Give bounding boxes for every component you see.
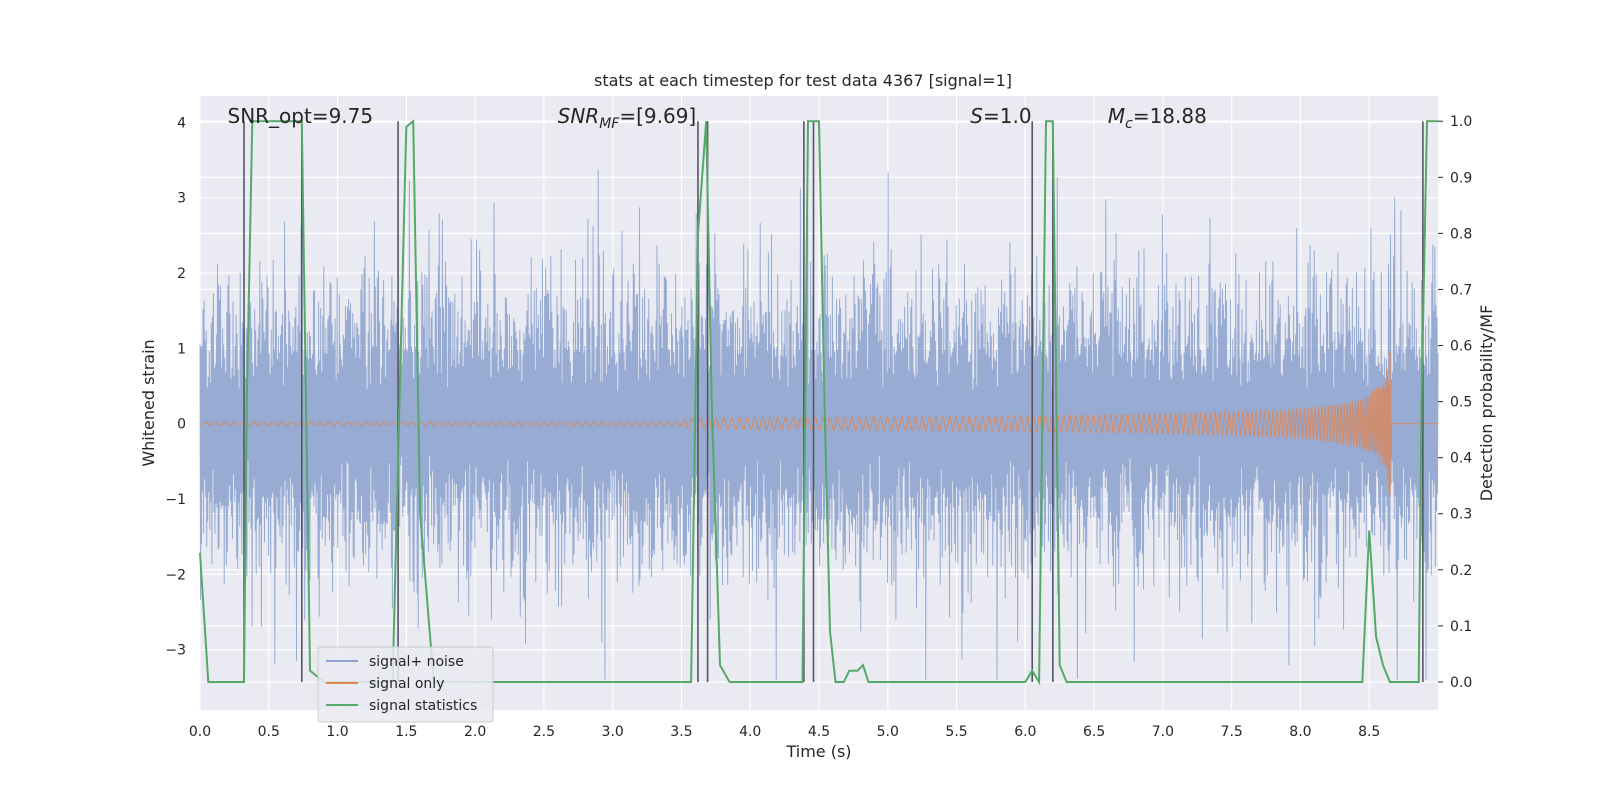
series-line-noise bbox=[199, 169, 1439, 680]
signal-only-series bbox=[199, 352, 1438, 497]
x-axis-label: Time (s) bbox=[785, 742, 851, 761]
signal-statistics-series bbox=[199, 119, 1438, 686]
annotation-4: Mc=18.88 bbox=[1108, 104, 1207, 132]
y-tick-label: −1 bbox=[165, 492, 186, 508]
y-right-tick-label: 0.4 bbox=[1450, 451, 1472, 467]
legend-label-stats: signal statistics bbox=[369, 698, 477, 714]
y-right-tick-label: 0.9 bbox=[1450, 170, 1472, 186]
legend-label-signal: signal only bbox=[369, 676, 444, 692]
tick-labels: 0.0 0.5 1.0 1.5 2.0 2.5 3.0 3.5 4.0 4.5 5.0 5.5 6.0 6… bbox=[165, 114, 1472, 740]
y-right-tick-label: 0.7 bbox=[1450, 282, 1472, 298]
chart-title: stats at each timestep for test data 436… bbox=[594, 71, 1012, 90]
y-tick-label: −3 bbox=[165, 643, 186, 659]
annotations: SNR_opt=9.75 SNRMF=[9.69] S=1.0 Mc=18.88 bbox=[228, 104, 1207, 132]
y-right-tick-label: 0.5 bbox=[1450, 395, 1472, 411]
annotation-1: SNR_opt=9.75 bbox=[228, 104, 374, 128]
series-line-signal bbox=[199, 352, 1438, 497]
y-right-tick-label: 0.3 bbox=[1450, 507, 1472, 523]
x-tick-label: 6.0 bbox=[1014, 724, 1036, 740]
x-tick-label: 3.5 bbox=[670, 724, 692, 740]
y-axis-right-label: Detection probability/MF bbox=[1477, 305, 1496, 502]
y-right-tick-label: 0.8 bbox=[1450, 226, 1472, 242]
legend-label-noise: signal+ noise bbox=[369, 654, 464, 670]
y-tick-label: 3 bbox=[177, 191, 186, 207]
x-tick-label: 3.0 bbox=[602, 724, 624, 740]
x-tick-label: 7.0 bbox=[1152, 724, 1174, 740]
x-tick-label: 5.0 bbox=[877, 724, 899, 740]
y-tick-label: −2 bbox=[165, 567, 186, 583]
y-right-tick-label: 0.0 bbox=[1450, 675, 1472, 691]
x-tick-label: 7.5 bbox=[1221, 724, 1243, 740]
y-tick-label: 4 bbox=[177, 115, 186, 131]
x-tick-label: 2.5 bbox=[533, 724, 555, 740]
x-tick-label: 0.5 bbox=[258, 724, 280, 740]
series-line-statistics bbox=[199, 119, 1438, 686]
x-tick-label: 1.5 bbox=[395, 724, 417, 740]
x-tick-label: 5.5 bbox=[945, 724, 967, 740]
x-tick-label: 4.0 bbox=[739, 724, 761, 740]
annotation-2: SNRMF=[9.69] bbox=[558, 104, 697, 132]
x-tick-label: 8.5 bbox=[1358, 724, 1380, 740]
annotation-3: S=1.0 bbox=[970, 104, 1031, 128]
signal-noise-series bbox=[199, 169, 1439, 680]
y-right-tick-label: 0.2 bbox=[1450, 563, 1472, 579]
x-tick-label: 6.5 bbox=[1083, 724, 1105, 740]
x-tick-label: 4.5 bbox=[808, 724, 830, 740]
legend: signal+ noise signal only signal statist… bbox=[317, 646, 494, 723]
x-tick-label: 0.0 bbox=[189, 724, 211, 740]
y-right-tick-label: 0.1 bbox=[1450, 619, 1472, 635]
legend-box bbox=[317, 646, 494, 723]
y-right-tick-label: 0.6 bbox=[1450, 339, 1472, 355]
x-tick-label: 2.0 bbox=[464, 724, 486, 740]
y-tick-label: 0 bbox=[177, 417, 186, 433]
y-axis-label: Whitened strain bbox=[139, 339, 158, 466]
y-tick-label: 1 bbox=[177, 341, 186, 357]
vertical-markers bbox=[243, 121, 1424, 682]
y-right-tick-label: 1.0 bbox=[1450, 114, 1472, 130]
y-tick-label: 2 bbox=[177, 266, 186, 282]
x-tick-label: 1.0 bbox=[326, 724, 348, 740]
x-tick-label: 8.0 bbox=[1289, 724, 1311, 740]
